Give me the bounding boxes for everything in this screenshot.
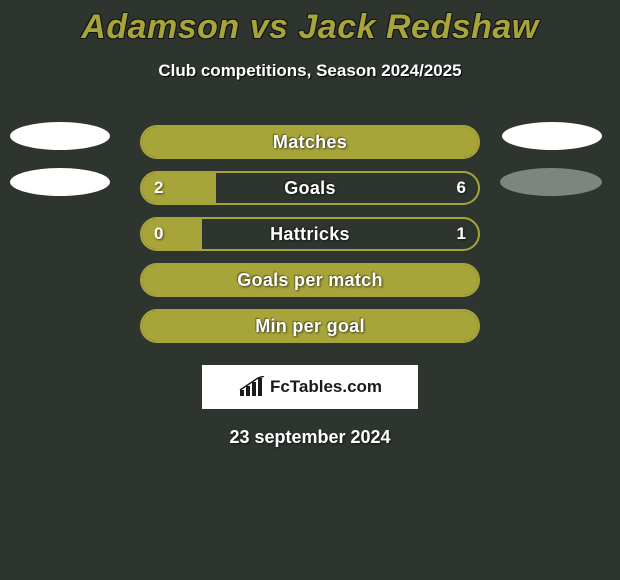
brand-text: FcTables.com [270, 377, 382, 397]
bar-label-mpg: Min per goal [255, 316, 365, 337]
bar-label-goals: Goals [284, 178, 336, 199]
bar-goals: 2 Goals 6 [140, 171, 480, 205]
brand-box: FcTables.com [202, 365, 418, 409]
date-label: 23 september 2024 [0, 427, 620, 448]
row-hattricks: 0 Hattricks 1 [0, 211, 620, 257]
brand-icon [238, 376, 266, 398]
bar-val-left-hattricks: 0 [154, 224, 163, 244]
ellipse-right-1 [500, 168, 602, 196]
bar-fill-hattricks [142, 219, 202, 249]
brand-inner: FcTables.com [238, 376, 382, 398]
row-goals: 2 Goals 6 [0, 165, 620, 211]
bar-label-gpm: Goals per match [237, 270, 383, 291]
row-gpm: Goals per match [0, 257, 620, 303]
comparison-grid: Matches 2 Goals 6 0 Hattricks 1 Goals pe… [0, 119, 620, 349]
bar-gpm: Goals per match [140, 263, 480, 297]
row-matches: Matches [0, 119, 620, 165]
page-title: Adamson vs Jack Redshaw [0, 0, 620, 47]
subtitle: Club competitions, Season 2024/2025 [0, 61, 620, 81]
bar-val-right-goals: 6 [457, 178, 466, 198]
ellipse-left-0 [10, 122, 110, 150]
bar-label-matches: Matches [273, 132, 347, 153]
ellipse-right-0 [502, 122, 602, 150]
bar-matches: Matches [140, 125, 480, 159]
bar-label-hattricks: Hattricks [270, 224, 350, 245]
ellipse-left-1 [10, 168, 110, 196]
bar-val-right-hattricks: 1 [457, 224, 466, 244]
row-mpg: Min per goal [0, 303, 620, 349]
bar-val-left-goals: 2 [154, 178, 163, 198]
bar-mpg: Min per goal [140, 309, 480, 343]
bar-hattricks: 0 Hattricks 1 [140, 217, 480, 251]
